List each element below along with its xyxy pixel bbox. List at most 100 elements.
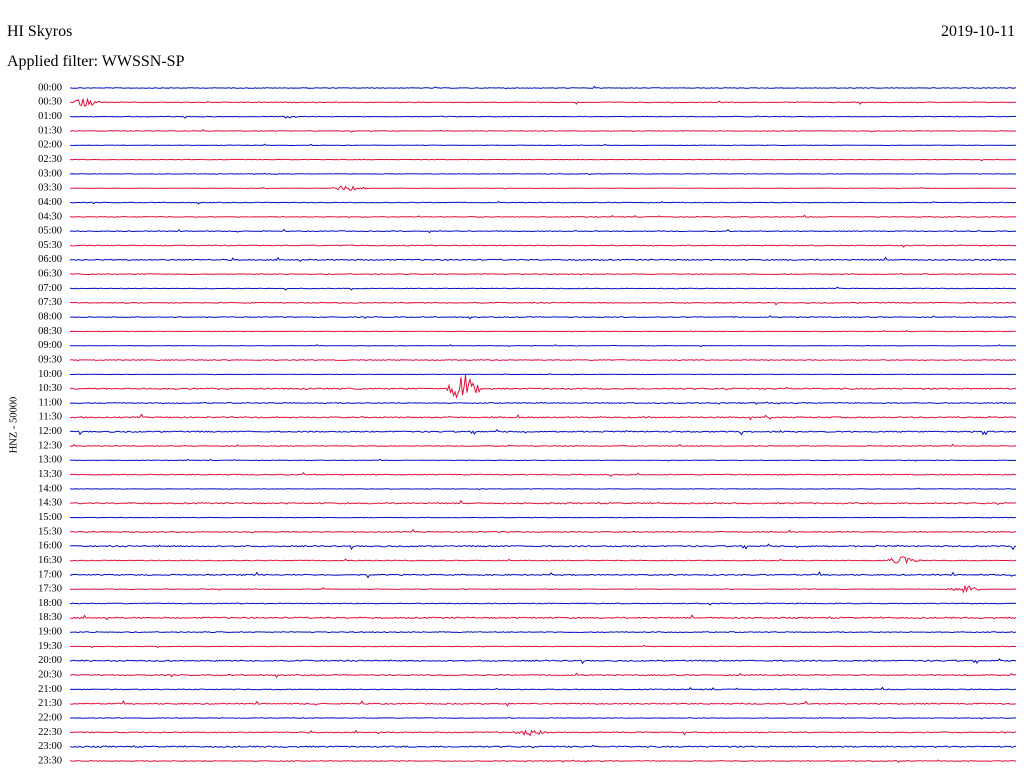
trace [69,686,1017,691]
trace [69,644,1017,649]
trace [69,273,1017,276]
trace [70,158,1017,162]
trace [69,443,1017,447]
time-label: 04:00 [38,197,62,208]
trace [69,344,1017,348]
time-label: 16:30 [38,555,62,566]
trace [69,330,1016,333]
trace [69,658,1017,665]
trace [70,115,1017,119]
trace [69,471,1017,478]
time-label: 19:30 [38,641,62,652]
time-label: 03:30 [38,183,62,194]
trace [69,528,1017,534]
time-label: 09:30 [38,354,62,365]
time-label: 06:00 [38,254,62,265]
trace [69,185,1017,191]
time-label: 13:30 [38,469,62,480]
trace [69,672,1017,679]
time-label: 20:00 [38,655,62,666]
trace [70,516,1017,519]
trace [69,373,1017,376]
time-label: 21:30 [38,698,62,709]
axis-label: HNZ - 50000 [8,397,19,454]
time-label: 12:30 [38,440,62,451]
time-label: 08:30 [38,326,62,337]
time-label: 00:30 [38,97,62,108]
time-label: 03:00 [38,168,62,179]
trace [69,543,1017,551]
time-label: 22:30 [38,727,62,738]
trace [69,85,1017,90]
time-label: 18:00 [38,598,62,609]
trace [69,556,1017,565]
trace [69,129,1016,133]
trace [69,759,1017,763]
time-label: 00:00 [38,82,62,93]
time-label: 18:30 [38,612,62,623]
time-label: 07:30 [38,297,62,308]
time-label: 17:30 [38,584,62,595]
time-label: 16:00 [38,541,62,552]
time-label: 23:30 [38,755,62,766]
trace [69,413,1017,421]
time-label: 10:00 [38,369,62,380]
trace [70,172,1017,176]
trace [70,200,1017,205]
time-label: 14:30 [38,498,62,509]
time-label: 09:00 [38,340,62,351]
time-label: 07:00 [38,283,62,294]
trace [69,614,1017,621]
time-label: 11:30 [38,412,62,423]
time-label: 21:00 [38,684,62,695]
time-label: 06:30 [38,269,62,280]
trace [69,571,1017,579]
time-label: 01:00 [38,111,62,122]
time-label: 15:30 [38,526,62,537]
time-label: 04:30 [38,211,62,222]
date: 2019-10-11 [941,23,1015,40]
station-title: HI Skyros [7,23,72,40]
trace [69,228,1017,234]
time-label: 05:30 [38,240,62,251]
time-label: 22:00 [38,712,62,723]
time-label: 12:00 [38,426,62,437]
trace [69,286,1017,291]
time-label: 02:30 [38,154,62,165]
filter-label: Applied filter: WWSSN-SP [7,53,185,70]
time-label: 15:00 [38,512,62,523]
trace [69,143,1016,147]
time-label: 10:30 [38,383,62,394]
time-label: 11:00 [38,397,62,408]
time-label: 01:30 [38,125,62,136]
trace [69,358,1017,362]
trace [70,487,1017,491]
trace [69,631,1017,634]
trace [69,97,1017,107]
time-label: 19:00 [38,627,62,638]
trace [69,458,1017,462]
trace [69,602,1017,606]
trace [69,717,1017,720]
trace [69,401,1017,405]
trace [69,499,1017,506]
time-label: 13:00 [38,455,62,466]
trace [69,301,1017,306]
time-label: 17:00 [38,569,62,580]
time-label: 14:00 [38,483,62,494]
time-label: 02:00 [38,140,62,151]
trace [69,256,1017,262]
time-label: 20:30 [38,669,62,680]
trace [69,244,1017,248]
trace [69,744,1016,749]
time-label: 23:00 [38,741,62,752]
trace [69,214,1017,218]
trace [69,700,1017,707]
trace [70,315,1017,320]
time-label: 08:00 [38,312,62,323]
trace [69,374,1017,399]
trace [69,429,1017,436]
time-label: 05:00 [38,226,62,237]
